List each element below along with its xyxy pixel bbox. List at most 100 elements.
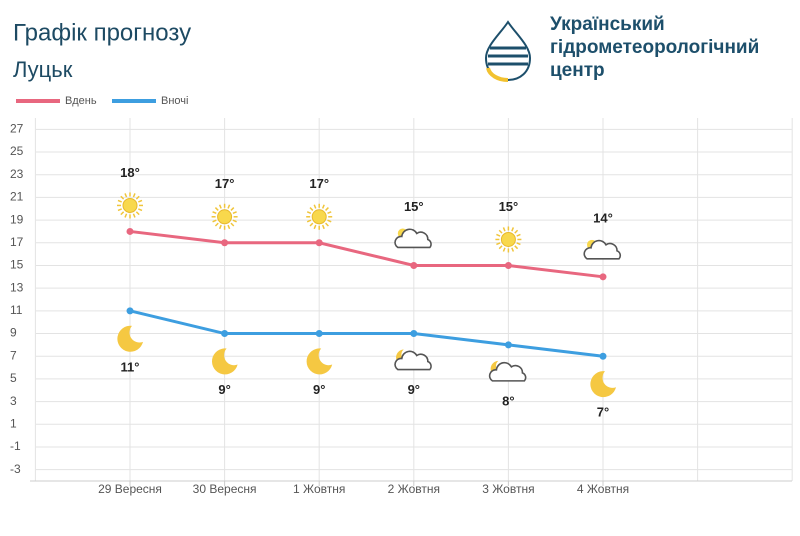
y-tick-label: 5 bbox=[10, 371, 17, 385]
logo-text: гідрометеорологічний bbox=[550, 37, 759, 58]
y-tick-label: 7 bbox=[10, 348, 17, 362]
ray bbox=[516, 233, 521, 237]
ray bbox=[230, 222, 235, 227]
y-tick-label: 27 bbox=[10, 122, 24, 136]
ray bbox=[132, 193, 136, 198]
ray bbox=[327, 219, 332, 223]
ray bbox=[135, 195, 140, 200]
series-line bbox=[129, 229, 604, 279]
x-tick-label: 2 Жовтня bbox=[388, 482, 440, 496]
x-tick-label: 30 Вересня bbox=[193, 482, 257, 496]
point bbox=[126, 227, 134, 235]
ray bbox=[306, 211, 312, 215]
ray bbox=[514, 229, 519, 234]
ray bbox=[212, 219, 217, 223]
logo-mark bbox=[484, 20, 532, 83]
value-label: 9° bbox=[408, 382, 420, 397]
ray bbox=[502, 247, 506, 252]
legend-label: Вночі bbox=[161, 95, 188, 107]
x-tick-label: 29 Вересня bbox=[98, 482, 162, 496]
cloud-icon bbox=[488, 360, 527, 382]
value-label: 15° bbox=[404, 199, 424, 214]
ray bbox=[218, 204, 222, 209]
point bbox=[410, 330, 418, 338]
ray bbox=[117, 208, 122, 212]
y-tick-label: 21 bbox=[10, 190, 24, 204]
ray bbox=[135, 211, 140, 216]
ray bbox=[511, 247, 515, 252]
ray bbox=[232, 211, 237, 215]
series-line bbox=[129, 309, 604, 358]
point bbox=[126, 307, 134, 315]
logo-text: Український bbox=[550, 14, 665, 35]
y-tick-label: 25 bbox=[10, 144, 24, 158]
point bbox=[315, 239, 323, 247]
value-label: 9° bbox=[313, 382, 325, 397]
ray bbox=[321, 204, 325, 209]
x-tick-label: 1 Жовтня bbox=[293, 482, 345, 496]
ray bbox=[327, 211, 332, 215]
ray bbox=[227, 224, 231, 230]
ray bbox=[309, 207, 314, 211]
y-tick-label: 9 bbox=[10, 326, 17, 340]
ray bbox=[325, 222, 329, 227]
point bbox=[504, 261, 512, 269]
ray bbox=[230, 207, 235, 211]
cloud-icon bbox=[394, 228, 432, 249]
y-tick-label: 17 bbox=[10, 235, 24, 249]
ray bbox=[514, 245, 519, 250]
ray bbox=[496, 233, 501, 237]
title: Графік прогнозу bbox=[13, 19, 191, 46]
point bbox=[504, 341, 512, 349]
ray bbox=[227, 204, 231, 209]
ray bbox=[124, 193, 128, 198]
cloud bbox=[394, 228, 432, 249]
ray bbox=[120, 195, 125, 200]
logo-text: центр bbox=[550, 60, 605, 81]
moon-icon bbox=[590, 371, 616, 398]
ray bbox=[516, 242, 521, 246]
y-tick-label: 3 bbox=[10, 394, 17, 408]
point bbox=[221, 239, 229, 247]
moon-icon bbox=[211, 348, 238, 375]
legend-label: Вдень bbox=[65, 95, 97, 107]
x-tick-label: 3 Жовтня bbox=[482, 482, 534, 496]
point bbox=[599, 352, 607, 360]
ray bbox=[132, 213, 136, 218]
ray bbox=[325, 207, 329, 211]
y-tick-label: 23 bbox=[10, 167, 24, 181]
moon-icon bbox=[306, 348, 333, 375]
ray bbox=[498, 245, 503, 250]
ray bbox=[309, 222, 314, 227]
ray bbox=[117, 199, 122, 203]
x-tick-label: 4 Жовтня bbox=[577, 482, 629, 496]
sun-icon bbox=[211, 203, 238, 230]
ray bbox=[214, 222, 219, 227]
cloud bbox=[394, 350, 432, 371]
sun-core bbox=[311, 209, 327, 225]
y-tick-label: 11 bbox=[10, 303, 23, 317]
sun-core bbox=[217, 209, 233, 225]
y-tick-label: 13 bbox=[10, 280, 24, 294]
ray bbox=[511, 227, 515, 232]
point bbox=[410, 261, 418, 269]
value-label: 15° bbox=[499, 199, 519, 214]
value-label: 14° bbox=[593, 210, 613, 225]
ray bbox=[313, 224, 317, 230]
ray bbox=[306, 219, 312, 223]
sun-icon bbox=[495, 226, 522, 253]
cloud-icon bbox=[583, 239, 622, 260]
city: Луцьк bbox=[13, 57, 73, 82]
ray bbox=[214, 207, 219, 211]
sun-core bbox=[122, 197, 138, 213]
value-label: 17° bbox=[215, 176, 235, 191]
moon-icon bbox=[117, 325, 143, 352]
point bbox=[221, 330, 229, 338]
y-tick-label: 1 bbox=[10, 416, 17, 430]
value-label: 17° bbox=[309, 176, 329, 191]
point bbox=[315, 330, 323, 338]
cloud bbox=[488, 361, 527, 382]
ray bbox=[138, 208, 143, 212]
y-tick-label: -1 bbox=[10, 439, 21, 453]
